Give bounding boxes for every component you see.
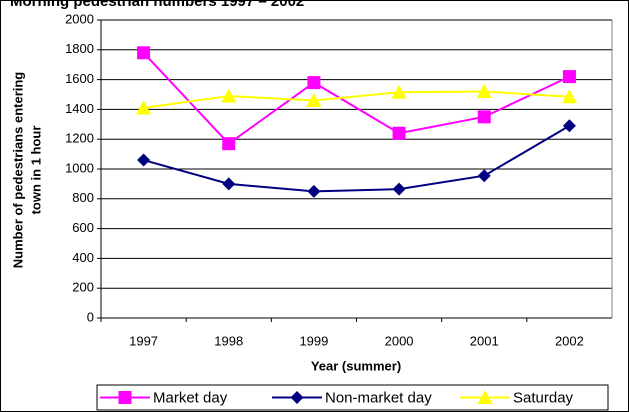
y-tick-label: 1200 (65, 131, 94, 146)
legend-box (96, 384, 609, 411)
data-point (136, 100, 152, 115)
y-tick-label: 1400 (65, 101, 94, 116)
data-point (221, 88, 237, 103)
legend-marker (118, 391, 132, 404)
series-line (143, 90, 570, 109)
data-point (137, 46, 151, 60)
data-point (307, 184, 321, 198)
chart-title: Morning pedestrian numbers 1997 – 2002 (10, 0, 304, 10)
legend-label: Saturday (513, 389, 574, 406)
y-tick-label: 1800 (65, 41, 94, 56)
data-point (477, 169, 491, 183)
y-axis-label: town in 1 hour (28, 126, 43, 215)
y-tick-label: 800 (72, 190, 94, 205)
x-tick-label: 1998 (214, 333, 243, 348)
data-point (392, 182, 406, 196)
x-tick-label: 2002 (555, 333, 584, 348)
series-line (143, 124, 570, 193)
data-point (391, 84, 407, 99)
x-tick-label: 1999 (299, 333, 328, 348)
x-tick-label: 1997 (129, 333, 158, 348)
y-tick-label: 2000 (65, 11, 94, 26)
legend-marker (290, 391, 304, 404)
x-tick-label: 2001 (470, 333, 499, 348)
data-point (392, 126, 406, 140)
data-point (222, 137, 236, 151)
y-axis-label: Number of pedestrians entering (10, 72, 25, 269)
series-line (142, 52, 570, 145)
y-tick-label: 1600 (65, 71, 94, 86)
y-tick-label: 600 (72, 220, 94, 235)
y-tick-label: 200 (72, 280, 94, 295)
legend-label: Market day (153, 389, 228, 406)
y-tick-label: 1000 (65, 160, 94, 175)
x-axis-label: Year (summer) (311, 358, 401, 373)
data-point (561, 89, 577, 104)
y-tick-label: 400 (72, 250, 94, 265)
data-point (307, 76, 321, 90)
data-point (476, 84, 492, 99)
x-tick-label: 2000 (385, 333, 414, 348)
data-point (562, 70, 576, 84)
y-tick-label: 0 (87, 309, 94, 324)
data-point (562, 119, 576, 133)
legend-label: Non-market day (325, 389, 432, 406)
data-point (477, 110, 491, 124)
legend-marker (477, 390, 493, 404)
data-point (306, 92, 322, 107)
data-point (137, 153, 151, 167)
data-point (222, 177, 236, 191)
